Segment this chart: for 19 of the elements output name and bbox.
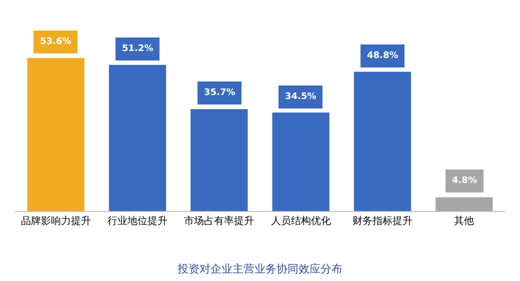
bar xyxy=(190,109,248,211)
data-label: 34.5% xyxy=(285,92,316,102)
bar xyxy=(108,64,166,211)
x-tick-label: 财务指标提升 xyxy=(352,215,412,227)
x-tick-label: 其他 xyxy=(454,215,474,227)
x-tick-label: 行业地位提升 xyxy=(108,215,168,227)
data-label: 53.6% xyxy=(40,37,72,47)
x-tick-label: 人员结构优化 xyxy=(270,215,331,227)
bar xyxy=(27,58,84,211)
data-label: 48.8% xyxy=(367,51,398,61)
x-tick-label: 品牌影响力提升 xyxy=(20,215,91,227)
text: 投资对企业主营业务协同效应分布 xyxy=(176,262,342,276)
data-label: 35.7% xyxy=(204,88,236,98)
x-tick-label: 市场占有率提升 xyxy=(184,215,254,227)
data-label: 51.2% xyxy=(122,44,154,54)
bar xyxy=(272,112,330,211)
data-label: 4.8% xyxy=(452,176,477,186)
bar xyxy=(436,197,493,211)
bar xyxy=(354,72,412,211)
